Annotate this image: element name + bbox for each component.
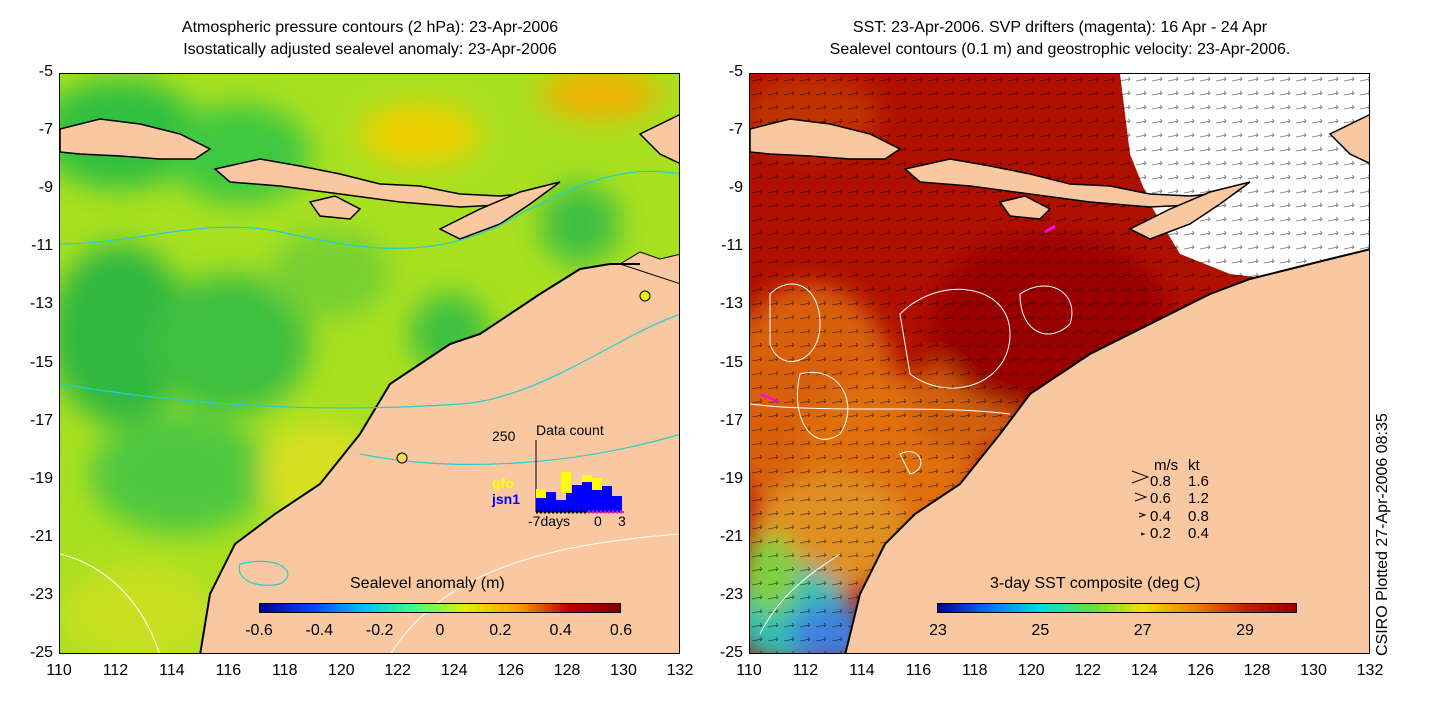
sla-colorbar-tick: -0.6	[245, 622, 273, 639]
data-count-inset: 250 Data count gfo jsn1 -7days 0 3	[488, 420, 638, 530]
left-y-tick: -15	[29, 353, 53, 371]
sla-colorbar	[259, 603, 621, 613]
inset-series-jsn1: jsn1	[492, 491, 521, 507]
left-x-tick: 116	[215, 662, 242, 679]
left-x-tick: 126	[497, 662, 524, 679]
inset-x-label-zero: 0	[594, 513, 602, 529]
sla-colorbar-tick: 0.4	[549, 622, 572, 639]
legend-arrows	[1131, 470, 1150, 536]
left-y-tick: -17	[29, 411, 53, 429]
left-y-tick: -13	[29, 295, 53, 313]
legend-row1-kt: 1.6	[1188, 473, 1209, 490]
sla-colorbar-tick: 0.2	[489, 622, 512, 639]
left-x-tick: 124	[440, 662, 468, 679]
right-title-line2: Sealevel contours (0.1 m) and geostrophi…	[829, 41, 1291, 58]
sst-colorbar-tick: 29	[1236, 622, 1254, 639]
right-y-tick: -11	[721, 237, 743, 255]
sst-colorbar-tick: 23	[929, 622, 947, 639]
legend-row3-ms: 0.4	[1150, 508, 1171, 525]
sst-field	[750, 74, 1369, 653]
sla-colorbar-tick: 0.6	[609, 622, 633, 639]
right-y-tick: -9	[728, 179, 743, 197]
left-y-tick: -21	[29, 527, 53, 545]
right-x-tick: 116	[905, 662, 932, 679]
right-y-tick: -7	[728, 121, 743, 139]
right-x-tick: 132	[1356, 662, 1384, 679]
inset-title: Data count	[536, 422, 604, 438]
left-y-tick: -5	[38, 63, 53, 80]
left-x-tick: 112	[102, 662, 129, 679]
sealevel-anomaly-field	[60, 74, 679, 653]
right-y-tick: -25	[719, 644, 743, 661]
right-y-tick: -15	[719, 353, 743, 371]
sla-colorbar-tick: -0.2	[365, 622, 394, 639]
inset-x-label-start: -7days	[528, 513, 571, 529]
inset-series-gfo: gfo	[492, 475, 514, 491]
right-y-tick: -21	[719, 527, 743, 545]
sst-colorbar-tick: 27	[1133, 622, 1152, 639]
inset-x-label-end: 3	[618, 513, 626, 529]
left-x-tick: 118	[272, 662, 298, 679]
sla-colorbar-tick: 0	[435, 622, 445, 639]
sst-colorbar	[937, 603, 1297, 613]
right-x-tick: 126	[1187, 662, 1214, 679]
legend-header-kt: kt	[1188, 457, 1200, 474]
right-y-tick: -17	[719, 411, 743, 429]
right-title-line1: SST: 23-Apr-2006. SVP drifters (magenta)…	[852, 19, 1268, 36]
inset-y-label: 250	[492, 428, 516, 444]
right-x-tick: 128	[1243, 662, 1271, 679]
right-y-tick: -13	[719, 295, 743, 313]
left-title-line2: Isostatically adjusted sealevel anomaly:…	[183, 41, 557, 58]
left-y-tick: -11	[31, 237, 53, 255]
right-x-tick: 114	[849, 662, 875, 679]
right-x-tick: 122	[1074, 662, 1102, 679]
left-x-tick: 110	[46, 662, 72, 679]
sst-colorbar-title: 3-day SST composite (deg C)	[990, 575, 1201, 592]
legend-row4-ms: 0.2	[1150, 525, 1171, 542]
right-x-tick: 112	[792, 662, 819, 679]
left-x-tick: 114	[159, 662, 185, 679]
right-x-tick: 110	[736, 662, 762, 679]
right-y-tick: -19	[719, 469, 743, 487]
credit-text: CSIRO Plotted 27-Apr-2006 08:35	[1374, 413, 1391, 656]
left-x-tick: 130	[610, 662, 637, 679]
left-x-tick: 120	[327, 662, 355, 679]
left-x-tick: 128	[553, 662, 581, 679]
left-title-line1: Atmospheric pressure contours (2 hPa): 2…	[181, 19, 559, 36]
right-x-tick: 124	[1130, 662, 1158, 679]
right-y-tick: -23	[719, 585, 743, 603]
legend-row1-ms: 0.8	[1150, 473, 1171, 490]
left-y-tick: -19	[29, 469, 53, 487]
sst-map	[749, 73, 1370, 654]
legend-row2-ms: 0.6	[1150, 490, 1171, 507]
legend-row2-kt: 1.2	[1188, 490, 1209, 507]
legend-row3-kt: 0.8	[1188, 508, 1209, 525]
left-y-tick: -25	[29, 644, 53, 661]
left-x-tick: 132	[666, 662, 694, 679]
legend-header-ms: m/s	[1154, 457, 1179, 474]
right-y-tick: -5	[728, 63, 743, 80]
velocity-legend: m/s kt 0.8 1.6 0.6 1.2 0.4 0.8 0.2 0.4	[1130, 457, 1220, 547]
left-x-tick: 122	[384, 662, 412, 679]
inset-bars	[535, 440, 624, 514]
left-y-tick: -9	[38, 179, 53, 197]
sla-colorbar-tick: -0.4	[305, 622, 334, 639]
left-y-tick: -7	[38, 121, 53, 139]
legend-row4-kt: 0.4	[1188, 525, 1209, 542]
sst-colorbar-tick: 25	[1031, 622, 1050, 639]
left-y-tick: -23	[29, 585, 53, 603]
sealevel-anomaly-map	[59, 73, 680, 654]
right-x-tick: 120	[1017, 662, 1045, 679]
right-x-tick: 130	[1300, 662, 1327, 679]
right-x-tick: 118	[962, 662, 988, 679]
sla-colorbar-title: Sealevel anomaly (m)	[350, 575, 505, 592]
